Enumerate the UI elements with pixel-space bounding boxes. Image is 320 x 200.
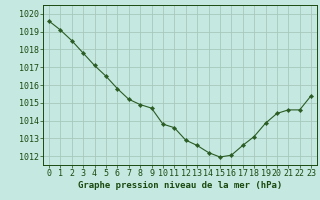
X-axis label: Graphe pression niveau de la mer (hPa): Graphe pression niveau de la mer (hPa) <box>78 181 282 190</box>
